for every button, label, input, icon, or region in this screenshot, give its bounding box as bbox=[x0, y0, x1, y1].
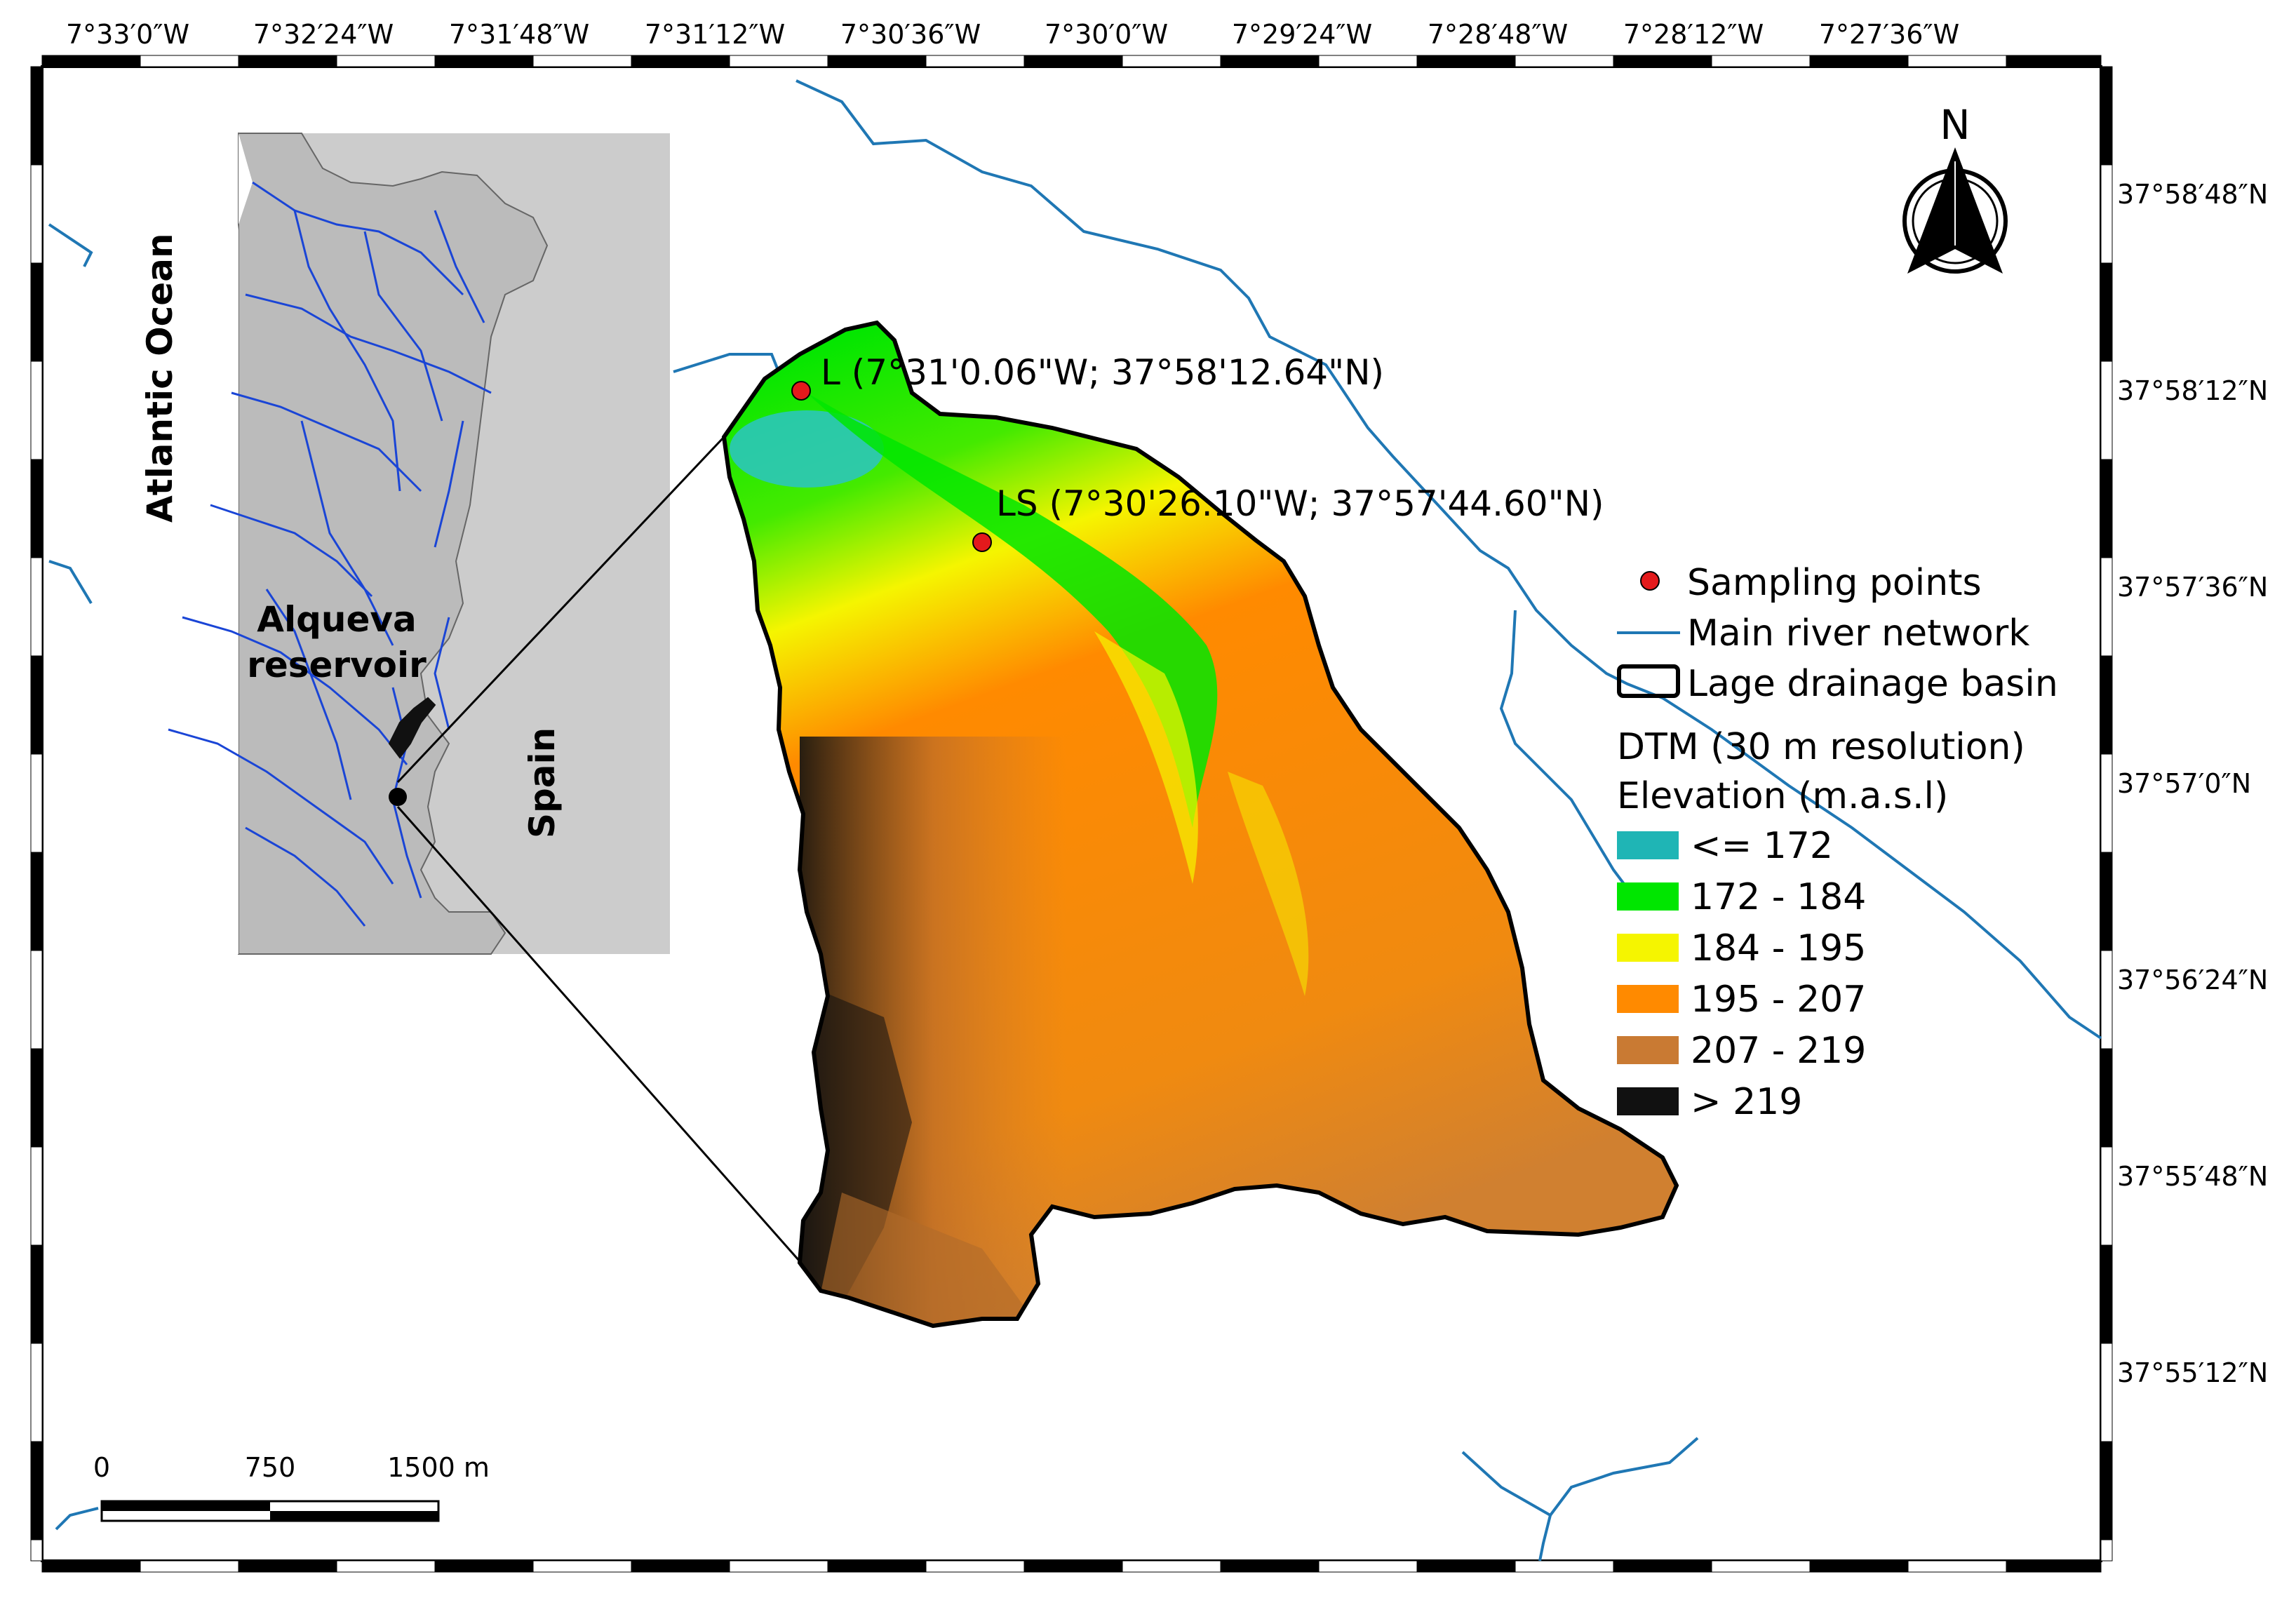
legend-class-label: 207 - 219 bbox=[1691, 1030, 1866, 1072]
legend-class-swatch bbox=[1617, 1087, 1679, 1115]
right-coordinate-label: 37°57′0″N bbox=[2117, 768, 2251, 799]
sampling-point-LS-label: LS (7°30'26.10"W; 37°57'44.60"N) bbox=[996, 483, 1604, 524]
river-network bbox=[48, 79, 2102, 1562]
sampling-points: L (7°31'0.06"W; 37°58'12.64"N) LS (7°30'… bbox=[791, 352, 1604, 552]
top-coordinate-label: 7°30′36″W bbox=[840, 19, 981, 50]
top-coordinate-label: 7°27′36″W bbox=[1819, 19, 1959, 50]
legend-class-swatch bbox=[1617, 985, 1679, 1013]
scale-bar: 0 750 1500 m bbox=[93, 1452, 490, 1522]
legend-class-label: <= 172 bbox=[1691, 825, 1833, 867]
sampling-point-LS bbox=[972, 532, 992, 552]
top-coordinate-label: 7°29′24″W bbox=[1232, 19, 1372, 50]
legend-elevation-title: Elevation (m.a.s.l) bbox=[1617, 775, 1948, 817]
scale-label-0: 0 bbox=[93, 1452, 110, 1483]
legend-basin-label: Lage drainage basin bbox=[1687, 663, 2058, 705]
right-coordinate-label: 37°56′24″N bbox=[2117, 965, 2268, 995]
spain-label: Spain bbox=[522, 727, 563, 838]
sampling-point-L-label: L (7°31'0.06"W; 37°58'12.64"N) bbox=[821, 352, 1384, 393]
right-coordinate-label: 37°58′12″N bbox=[2117, 375, 2268, 406]
scale-label-1500: 1500 m bbox=[387, 1452, 490, 1483]
reservoir-label-2: reservoir bbox=[247, 645, 427, 685]
inset-map: Atlantic Ocean Alqueva reservoir Spain bbox=[140, 133, 670, 955]
right-coordinate-label: 37°55′48″N bbox=[2117, 1161, 2268, 1192]
legend-class-swatch bbox=[1617, 934, 1679, 962]
legend-sampling-label: Sampling points bbox=[1687, 562, 1982, 604]
neatline-border bbox=[30, 55, 2113, 1573]
ocean-label: Atlantic Ocean bbox=[140, 233, 180, 523]
legend-class-label: 195 - 207 bbox=[1691, 979, 1866, 1021]
legend-class-swatch bbox=[1617, 831, 1679, 859]
legend-class-swatch bbox=[1617, 1036, 1679, 1064]
sampling-point-L bbox=[791, 381, 811, 401]
north-label: N bbox=[1940, 101, 1970, 149]
right-coordinate-labels: 37°58′48″N 37°58′12″N 37°57′36″N 37°57′0″N 3… bbox=[2117, 179, 2268, 1388]
top-coordinate-labels: 7°33′0″W 7°32′24″W 7°31′48″W 7°31′12″W 7°30′… bbox=[66, 19, 1959, 50]
legend-class-label: 184 - 195 bbox=[1691, 927, 1866, 969]
top-coordinate-label: 7°33′0″W bbox=[66, 19, 189, 50]
legend-class-label: 172 - 184 bbox=[1691, 876, 1866, 918]
zoom-line-bottom bbox=[396, 806, 812, 1274]
top-coordinate-label: 7°30′0″W bbox=[1045, 19, 1168, 50]
legend-sampling-symbol bbox=[1640, 571, 1660, 591]
legend-dtm-title: DTM (30 m resolution) bbox=[1617, 726, 2025, 768]
legend-class-swatch bbox=[1617, 882, 1679, 911]
top-coordinate-label: 7°31′48″W bbox=[449, 19, 589, 50]
legend-river-label: Main river network bbox=[1687, 612, 2029, 654]
top-coordinate-label: 7°28′12″W bbox=[1623, 19, 1764, 50]
legend-basin-symbol bbox=[1617, 664, 1680, 698]
legend: Sampling points Main river network Lage … bbox=[1617, 562, 2058, 1123]
scale-label-750: 750 bbox=[245, 1452, 296, 1483]
top-coordinate-label: 7°28′48″W bbox=[1428, 19, 1568, 50]
right-coordinate-label: 37°55′12″N bbox=[2117, 1357, 2268, 1388]
top-coordinate-label: 7°32′24″W bbox=[253, 19, 394, 50]
reservoir-label: Alqueva bbox=[257, 599, 416, 640]
right-coordinate-label: 37°58′48″N bbox=[2117, 179, 2268, 210]
legend-class-label: > 219 bbox=[1691, 1081, 1802, 1123]
north-arrow: N bbox=[1902, 101, 2008, 274]
zoom-line-top bbox=[396, 436, 725, 784]
top-coordinate-label: 7°31′12″W bbox=[645, 19, 785, 50]
right-coordinate-label: 37°57′36″N bbox=[2117, 572, 2268, 603]
